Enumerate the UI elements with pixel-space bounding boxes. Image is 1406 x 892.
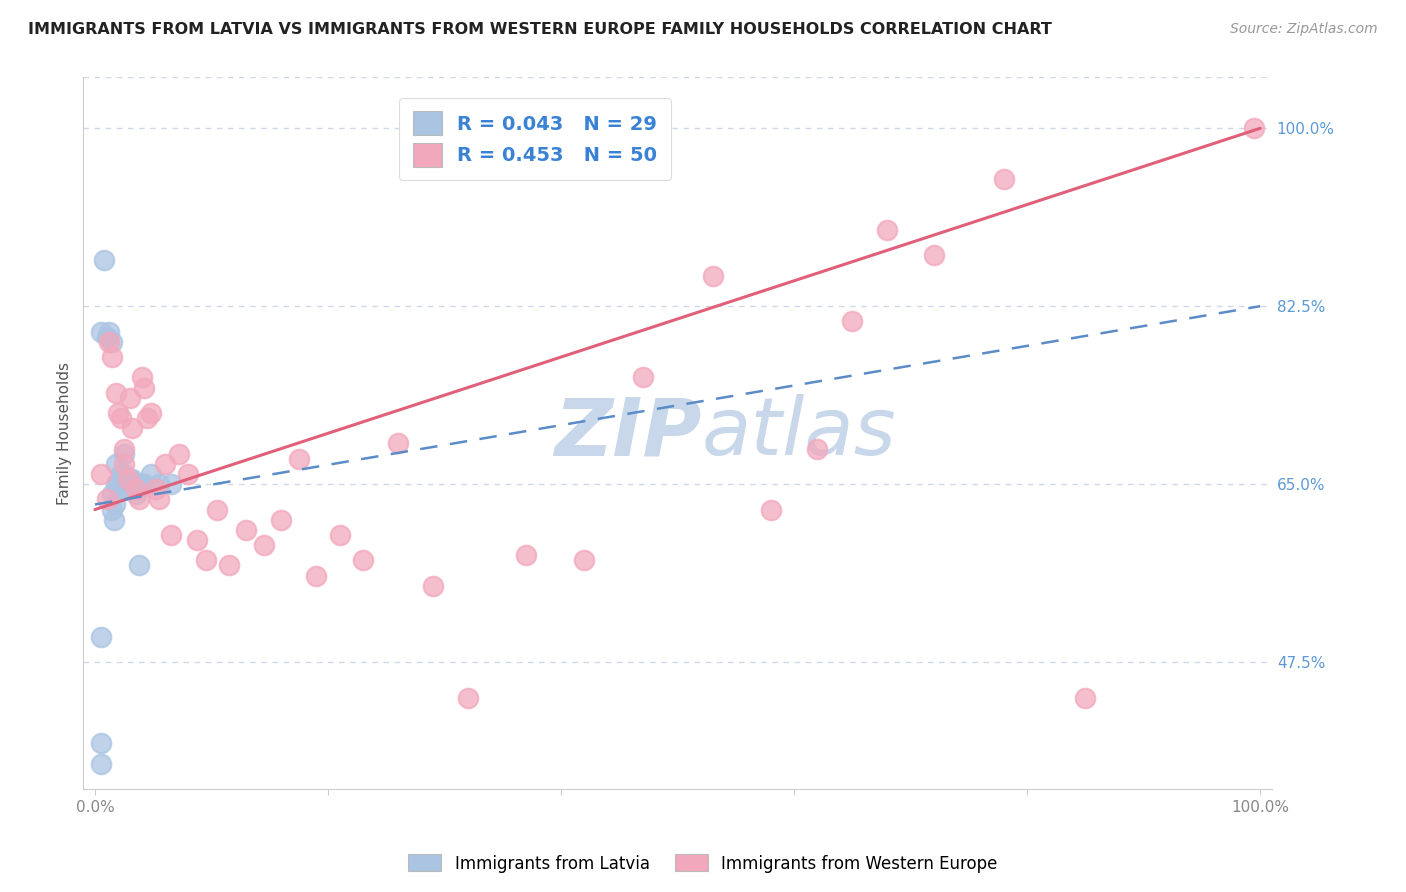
Point — [235, 523, 257, 537]
Point — [148, 477, 170, 491]
Point — [139, 406, 162, 420]
Point — [876, 223, 898, 237]
Point — [112, 442, 135, 456]
Text: ZIP: ZIP — [554, 394, 702, 472]
Point — [121, 472, 143, 486]
Point — [128, 492, 150, 507]
Point — [329, 528, 352, 542]
Point — [97, 325, 120, 339]
Point — [110, 411, 132, 425]
Point — [128, 558, 150, 573]
Point — [288, 451, 311, 466]
Point — [112, 447, 135, 461]
Point — [387, 436, 409, 450]
Point — [103, 513, 125, 527]
Legend: R = 0.043   N = 29, R = 0.453   N = 50: R = 0.043 N = 29, R = 0.453 N = 50 — [399, 98, 671, 180]
Point — [457, 690, 479, 705]
Point — [90, 467, 112, 481]
Point — [136, 411, 159, 425]
Point — [270, 513, 292, 527]
Point — [101, 487, 124, 501]
Legend: Immigrants from Latvia, Immigrants from Western Europe: Immigrants from Latvia, Immigrants from … — [402, 847, 1004, 880]
Point — [574, 553, 596, 567]
Point — [145, 482, 167, 496]
Text: atlas: atlas — [702, 394, 896, 472]
Point — [96, 329, 118, 343]
Point — [194, 553, 217, 567]
Point — [159, 477, 181, 491]
Point — [167, 447, 190, 461]
Point — [131, 370, 153, 384]
Point — [101, 502, 124, 516]
Point — [159, 528, 181, 542]
Point — [207, 502, 229, 516]
Point — [702, 268, 724, 283]
Point — [121, 421, 143, 435]
Point — [922, 248, 945, 262]
Point — [125, 487, 148, 501]
Point — [186, 533, 208, 547]
Point — [115, 482, 138, 496]
Point — [112, 457, 135, 471]
Point — [97, 334, 120, 349]
Point — [118, 482, 141, 496]
Point — [759, 502, 782, 516]
Point — [806, 442, 828, 456]
Point — [132, 477, 155, 491]
Point — [125, 482, 148, 496]
Point — [90, 325, 112, 339]
Point — [631, 370, 654, 384]
Point — [1243, 121, 1265, 136]
Point — [1074, 690, 1097, 705]
Point — [90, 736, 112, 750]
Point — [841, 314, 863, 328]
Point — [177, 467, 200, 481]
Y-axis label: Family Households: Family Households — [58, 362, 72, 505]
Point — [117, 472, 139, 486]
Text: IMMIGRANTS FROM LATVIA VS IMMIGRANTS FROM WESTERN EUROPE FAMILY HOUSEHOLDS CORRE: IMMIGRANTS FROM LATVIA VS IMMIGRANTS FRO… — [28, 22, 1052, 37]
Point — [107, 406, 129, 420]
Point — [218, 558, 240, 573]
Point — [93, 253, 115, 268]
Point — [101, 334, 124, 349]
Point — [118, 472, 141, 486]
Point — [104, 498, 127, 512]
Point — [139, 467, 162, 481]
Point — [107, 477, 129, 491]
Point — [118, 391, 141, 405]
Point — [153, 457, 176, 471]
Point — [422, 579, 444, 593]
Point — [253, 538, 276, 552]
Point — [132, 380, 155, 394]
Point — [148, 492, 170, 507]
Point — [515, 549, 537, 563]
Point — [110, 467, 132, 481]
Point — [131, 477, 153, 491]
Point — [101, 350, 124, 364]
Text: Source: ZipAtlas.com: Source: ZipAtlas.com — [1230, 22, 1378, 37]
Point — [90, 756, 112, 771]
Point — [305, 568, 328, 582]
Point — [104, 457, 127, 471]
Point — [96, 492, 118, 507]
Point — [112, 467, 135, 481]
Point — [352, 553, 374, 567]
Point — [993, 172, 1015, 186]
Point — [104, 385, 127, 400]
Point — [90, 630, 112, 644]
Point — [104, 477, 127, 491]
